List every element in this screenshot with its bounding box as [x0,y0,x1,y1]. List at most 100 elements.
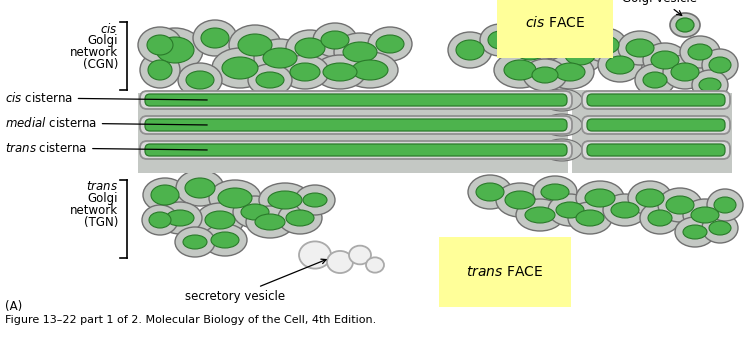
Ellipse shape [142,205,178,235]
Ellipse shape [583,28,627,62]
Text: network: network [70,46,118,59]
Ellipse shape [313,23,357,57]
Ellipse shape [532,67,558,83]
Ellipse shape [368,27,412,61]
Ellipse shape [149,212,171,228]
Ellipse shape [548,194,592,226]
FancyBboxPatch shape [582,141,730,159]
Ellipse shape [140,52,180,88]
Ellipse shape [286,30,334,66]
Ellipse shape [699,78,721,92]
Ellipse shape [663,55,707,89]
Ellipse shape [290,63,320,81]
Ellipse shape [675,217,715,247]
Ellipse shape [598,48,642,82]
Ellipse shape [541,33,569,51]
FancyBboxPatch shape [140,91,572,109]
Ellipse shape [636,189,664,207]
Ellipse shape [366,257,384,273]
Ellipse shape [203,224,247,256]
Text: network: network [70,204,118,217]
Ellipse shape [321,31,349,49]
Ellipse shape [268,191,302,209]
Text: Golgi vesicle: Golgi vesicle [623,0,698,16]
Ellipse shape [683,199,727,231]
Bar [572,90,587,173]
Ellipse shape [327,251,353,273]
Ellipse shape [709,221,731,235]
Ellipse shape [671,63,699,81]
Ellipse shape [281,55,329,89]
FancyBboxPatch shape [587,119,725,131]
Ellipse shape [506,31,554,69]
Ellipse shape [295,185,335,215]
Ellipse shape [303,193,327,207]
Text: Golgi: Golgi [88,34,118,47]
Ellipse shape [680,36,720,68]
Ellipse shape [233,196,277,228]
Ellipse shape [702,49,738,81]
Ellipse shape [442,238,478,268]
Ellipse shape [707,189,743,221]
Ellipse shape [643,72,667,88]
Ellipse shape [648,210,672,226]
Ellipse shape [147,35,173,55]
Text: $\it{trans}$ cisterna: $\it{trans}$ cisterna [5,141,208,155]
Ellipse shape [576,210,604,226]
Ellipse shape [683,225,707,239]
Ellipse shape [606,56,634,74]
Ellipse shape [515,40,545,60]
Ellipse shape [295,38,325,58]
Text: (A): (A) [5,300,22,313]
Ellipse shape [376,35,404,53]
Ellipse shape [334,33,386,71]
Ellipse shape [211,232,239,248]
Ellipse shape [212,48,268,88]
Ellipse shape [222,57,258,79]
Bar [580,93,732,173]
Ellipse shape [504,60,536,80]
Ellipse shape [185,178,215,198]
Ellipse shape [352,60,388,80]
Ellipse shape [229,25,281,65]
Ellipse shape [278,202,322,234]
Ellipse shape [505,191,535,209]
Ellipse shape [323,63,357,81]
Bar [138,93,568,173]
FancyBboxPatch shape [582,116,730,134]
Ellipse shape [556,202,584,218]
Ellipse shape [488,31,512,49]
Ellipse shape [343,42,377,62]
Ellipse shape [494,52,546,88]
Ellipse shape [342,52,398,88]
Ellipse shape [158,202,202,234]
Ellipse shape [611,202,639,218]
Ellipse shape [691,207,719,223]
Ellipse shape [666,196,694,214]
Ellipse shape [166,210,194,226]
Text: $\it{cis}$ cisterna: $\it{cis}$ cisterna [5,91,208,105]
Ellipse shape [241,204,269,220]
Ellipse shape [523,59,567,91]
Ellipse shape [156,37,194,63]
Ellipse shape [248,64,292,96]
Ellipse shape [556,37,604,73]
Text: $\it{trans}$ FACE: $\it{trans}$ FACE [466,265,544,279]
Ellipse shape [670,13,700,37]
Ellipse shape [626,39,654,57]
Ellipse shape [218,188,252,208]
Text: Golgi: Golgi [88,192,118,205]
Ellipse shape [628,181,672,215]
Ellipse shape [314,55,366,89]
Ellipse shape [576,181,624,215]
Ellipse shape [205,211,235,229]
Ellipse shape [259,183,311,217]
Ellipse shape [147,28,203,72]
Ellipse shape [643,43,687,77]
Ellipse shape [568,202,612,234]
Ellipse shape [635,64,675,96]
Ellipse shape [516,199,564,231]
Text: $\it{trans}$: $\it{trans}$ [86,180,118,193]
Ellipse shape [201,28,229,48]
Ellipse shape [658,188,702,222]
